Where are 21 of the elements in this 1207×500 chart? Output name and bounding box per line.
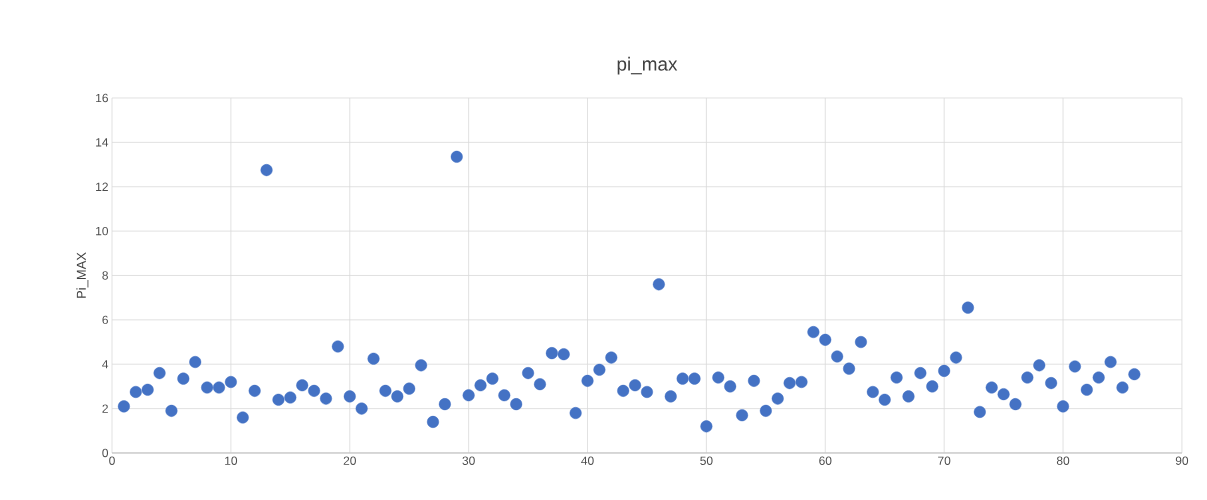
y-tick-label: 4 [102,360,109,369]
y-tick-label: 10 [96,226,109,236]
y-tick-label: 8 [102,271,108,280]
y-tick-label: 0 [102,448,109,458]
x-tick-label: 20 [343,456,356,465]
x-tick-label: 70 [938,456,951,465]
x-tick-label: 10 [225,456,238,465]
y-tick-label: 16 [96,93,108,103]
y-tick-label: 6 [102,315,108,325]
x-tick-label: 30 [462,456,475,465]
x-tick-label: 80 [1056,456,1070,465]
x-tick-label: 50 [700,456,713,465]
x-tick-label: 90 [1175,456,1189,465]
y-tick-label: 12 [96,182,108,191]
x-tick-label: 0 [109,456,115,465]
x-tick-label: 40 [581,456,594,465]
x-tick-label: 60 [819,456,832,465]
chart-title: pi_max [617,56,678,75]
y-tick-label: 2 [102,404,108,413]
y-axis-title: Pi_MAX [76,252,89,298]
y-tick-label: 14 [96,138,109,147]
